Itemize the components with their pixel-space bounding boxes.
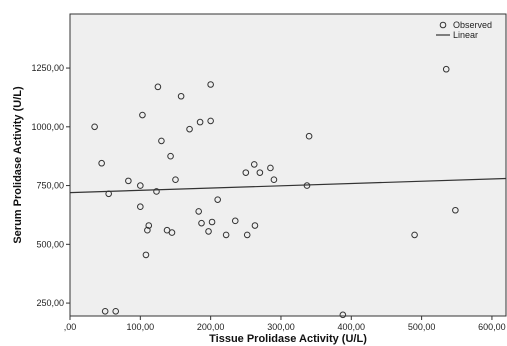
data-point xyxy=(339,311,347,319)
data-point xyxy=(208,218,216,226)
y-tick-label: 500,00 xyxy=(36,239,64,249)
y-tick-label: 1250,00 xyxy=(31,63,64,73)
data-point xyxy=(101,307,109,315)
data-point xyxy=(243,231,251,239)
data-point xyxy=(411,231,418,239)
data-point xyxy=(142,251,150,259)
data-point xyxy=(196,118,204,126)
y-axis-title: Serum Prolidase Activity (U/L) xyxy=(12,86,24,244)
data-point xyxy=(153,188,160,195)
data-point xyxy=(214,196,221,203)
x-tick-label: ,00 xyxy=(64,322,77,332)
data-point xyxy=(177,92,185,100)
x-axis-ticks: ,00 100,00 200,00 300,00 400,00 500,00 600,00 xyxy=(64,316,506,332)
data-point xyxy=(270,176,278,183)
plot-area xyxy=(69,13,507,317)
y-tick-label: 250,00 xyxy=(36,298,64,308)
legend: Observed Linear xyxy=(436,20,492,40)
data-point xyxy=(137,203,144,211)
linear-fit-line xyxy=(69,177,507,194)
data-point xyxy=(144,226,151,234)
data-point xyxy=(250,161,258,168)
y-axis-ticks: 250,00 500,00 750,00 1000,00 1250,00 xyxy=(31,63,70,308)
data-point xyxy=(303,182,311,189)
x-tick-label: 400,00 xyxy=(338,322,366,332)
x-tick-label: 500,00 xyxy=(408,322,436,332)
data-point xyxy=(167,152,174,160)
legend-observed-marker xyxy=(439,21,447,29)
data-point xyxy=(145,222,153,229)
data-point xyxy=(158,137,165,145)
data-point xyxy=(91,123,98,131)
y-tick-label: 1000,00 xyxy=(31,122,64,132)
x-tick-label: 300,00 xyxy=(267,322,295,332)
data-point xyxy=(186,125,193,133)
legend-observed-label: Observed xyxy=(453,20,492,30)
data-point xyxy=(139,111,146,119)
data-point xyxy=(267,164,274,172)
data-point xyxy=(172,176,179,183)
x-tick-label: 200,00 xyxy=(197,322,225,332)
data-point xyxy=(207,117,214,125)
data-point xyxy=(98,159,105,167)
data-point xyxy=(231,217,239,225)
data-point xyxy=(198,219,205,227)
observed-points xyxy=(91,65,459,319)
data-point xyxy=(256,169,264,176)
x-axis-title: Tissue Prolidase Activity (U/L) xyxy=(209,333,367,345)
data-point xyxy=(452,206,459,214)
data-point xyxy=(222,231,230,239)
y-tick-label: 750,00 xyxy=(36,181,64,191)
data-point xyxy=(305,132,313,140)
data-point xyxy=(195,208,202,215)
data-point xyxy=(112,307,120,315)
data-point xyxy=(125,177,132,185)
data-point xyxy=(442,65,450,73)
data-point xyxy=(137,182,144,189)
data-point xyxy=(168,229,176,236)
x-tick-label: 100,00 xyxy=(127,322,155,332)
legend-linear-label: Linear xyxy=(453,30,478,40)
data-point xyxy=(205,228,212,235)
x-tick-label: 600,00 xyxy=(478,322,506,332)
data-point xyxy=(242,169,250,176)
data-point xyxy=(154,83,162,91)
data-point xyxy=(251,222,259,229)
data-point xyxy=(105,190,112,198)
data-point xyxy=(207,81,214,88)
